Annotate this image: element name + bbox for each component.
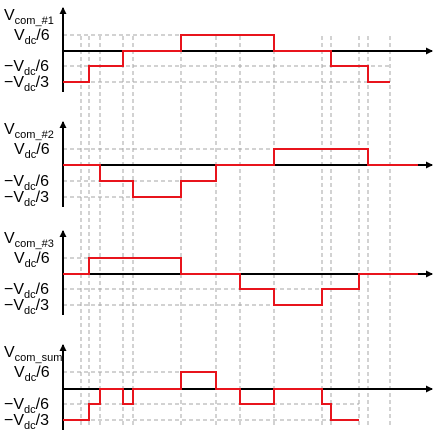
waveform-com3 [63,257,418,306]
timing-guide-lines [80,36,391,428]
level-label: −Vdc/6 [4,396,49,416]
panel-title: Vcom_#3 [4,230,54,250]
level-label: Vdc/6 [14,364,50,384]
level-label: −Vdc/3 [4,412,49,432]
waveform-com2 [63,148,418,198]
panel-title-main: V [4,7,15,24]
level-label: −Vdc/3 [4,74,49,94]
panel-title: Vcom_sum [4,344,62,364]
panel-title: Vcom_#1 [4,7,54,27]
panel-title-sub: com_#2 [15,129,54,141]
level-label: −Vdc/3 [4,189,49,209]
panel-title-sub: com_sum [15,352,63,364]
level-label: Vdc/6 [14,141,50,161]
panel-title-main: V [4,230,15,247]
level-label: −Vdc/6 [4,58,49,78]
panel-title-sub: com_#3 [15,238,54,250]
waveform-com1 [63,34,390,83]
level-label: −Vdc/3 [4,297,49,317]
level-label: Vdc/6 [14,27,50,47]
panel-title-sub: com_#1 [15,15,54,27]
waveform-comsum [63,371,359,421]
level-label: Vdc/6 [14,250,50,270]
panel-title-main: V [4,121,15,138]
panel-title: Vcom_#2 [4,121,54,141]
panel-title-main: V [4,344,15,361]
level-label: −Vdc/6 [4,281,49,301]
level-label: −Vdc/6 [4,173,49,193]
